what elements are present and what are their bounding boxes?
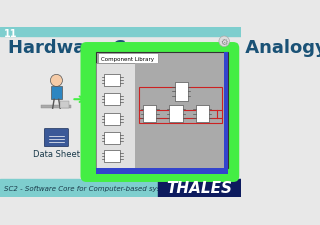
Bar — [139, 88, 222, 124]
Circle shape — [51, 75, 62, 87]
FancyBboxPatch shape — [44, 129, 68, 147]
Bar — [104, 94, 120, 106]
Bar — [96, 53, 228, 169]
Bar — [0, 179, 241, 197]
FancyBboxPatch shape — [81, 43, 239, 182]
Bar — [174, 83, 188, 101]
Bar — [104, 151, 120, 163]
Bar — [104, 133, 120, 145]
Bar — [196, 106, 209, 122]
Bar — [41, 106, 71, 109]
Text: ⚙: ⚙ — [220, 38, 228, 47]
Text: 11: 11 — [4, 29, 17, 39]
Text: Hardware Components Analogy: Hardware Components Analogy — [8, 38, 320, 56]
Bar — [224, 53, 228, 169]
Bar — [51, 86, 62, 100]
Bar — [60, 101, 69, 109]
Bar — [135, 64, 228, 169]
Bar — [96, 168, 228, 175]
Bar — [169, 106, 183, 122]
Text: THALES: THALES — [166, 181, 232, 196]
Bar — [0, 28, 241, 37]
Text: Data Sheet: Data Sheet — [33, 149, 80, 158]
Bar — [158, 179, 241, 197]
Text: Component Library: Component Library — [101, 56, 154, 61]
Circle shape — [219, 37, 229, 47]
Text: SC2 - Software Core for Computer-based systems: SC2 - Software Core for Computer-based s… — [4, 185, 178, 191]
Bar — [143, 106, 156, 122]
Bar — [104, 113, 120, 125]
Bar — [96, 64, 135, 169]
Bar — [104, 74, 120, 86]
Bar — [98, 54, 158, 64]
